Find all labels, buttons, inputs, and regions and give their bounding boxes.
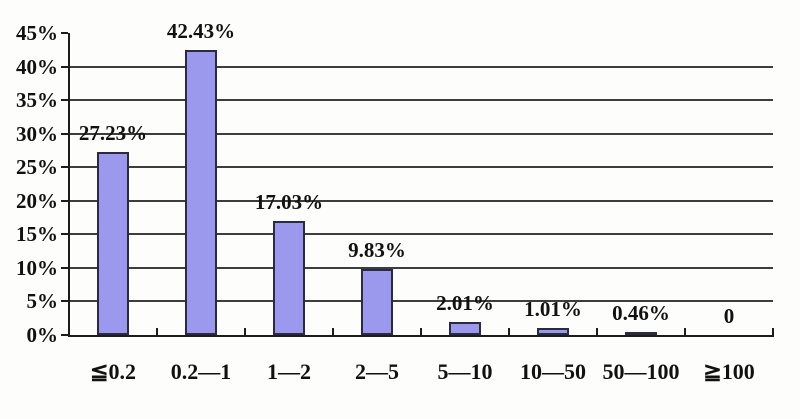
x-axis-category-label: 1—2 <box>267 359 311 384</box>
x-axis-tick <box>596 328 598 335</box>
y-axis-tick <box>61 65 68 68</box>
y-axis-line <box>68 33 70 335</box>
y-axis-tick <box>61 233 68 236</box>
y-axis-tick-label: 30% <box>16 122 58 146</box>
y-axis-tick <box>61 132 68 135</box>
x-axis-tick <box>420 328 422 335</box>
bar <box>449 322 481 335</box>
x-axis-category-label: 2—5 <box>355 359 399 384</box>
y-axis-tick <box>61 166 68 169</box>
y-axis-tick <box>61 334 68 336</box>
x-axis-tick <box>68 328 70 335</box>
y-axis-tick-label: 0% <box>26 323 59 347</box>
gridline <box>69 300 773 303</box>
bar-value-label: 0 <box>723 304 735 328</box>
bar <box>97 152 129 335</box>
bar-value-label: 27.23% <box>78 121 148 145</box>
x-axis-category-label: 0.2—1 <box>170 359 232 384</box>
y-axis-tick-label: 10% <box>16 256 58 280</box>
x-axis-tick <box>244 328 246 335</box>
y-axis-tick-label: 25% <box>16 155 58 179</box>
gridline <box>69 65 773 68</box>
x-axis-category-label: ≧100 <box>703 359 755 384</box>
bar <box>537 328 569 335</box>
gridline <box>69 132 773 135</box>
bar-value-label: 42.43% <box>166 19 236 43</box>
x-axis-tick <box>772 328 774 335</box>
bar-value-label: 17.03% <box>254 190 324 214</box>
bar-value-label: 0.46% <box>612 301 670 325</box>
bar <box>273 221 305 335</box>
x-axis-tick <box>684 328 686 335</box>
x-axis-category-label: 5—10 <box>437 359 493 384</box>
gridline <box>69 166 773 169</box>
bar-value-label: 2.01% <box>436 291 494 315</box>
x-axis-category-label: 10—50 <box>520 359 586 384</box>
y-axis-tick-label: 40% <box>16 55 58 79</box>
x-axis-category-label: ≦0.2 <box>90 359 136 384</box>
y-axis-tick <box>61 300 68 303</box>
y-axis-tick-label: 45% <box>16 21 58 45</box>
y-axis-tick-label: 20% <box>16 189 58 213</box>
x-axis-tick <box>156 328 158 335</box>
x-axis-tick <box>332 328 334 335</box>
gridline <box>69 266 773 269</box>
x-axis-tick <box>508 328 510 335</box>
y-axis-tick <box>61 199 68 202</box>
y-axis-tick-label: 35% <box>16 88 58 112</box>
x-axis-line <box>68 335 774 337</box>
bar <box>185 50 217 335</box>
y-axis-tick-label: 15% <box>16 222 58 246</box>
y-axis-tick <box>61 32 68 34</box>
gridline <box>69 99 773 102</box>
y-axis-tick <box>61 266 68 269</box>
bar <box>361 269 393 335</box>
y-axis-tick <box>61 99 68 102</box>
gridline <box>69 199 773 202</box>
bar-value-label: 1.01% <box>524 297 582 321</box>
x-axis-category-label: 50—100 <box>602 359 680 384</box>
bar-value-label: 9.83% <box>348 238 406 262</box>
y-axis-tick-label: 5% <box>26 289 59 313</box>
gridline <box>69 233 773 236</box>
